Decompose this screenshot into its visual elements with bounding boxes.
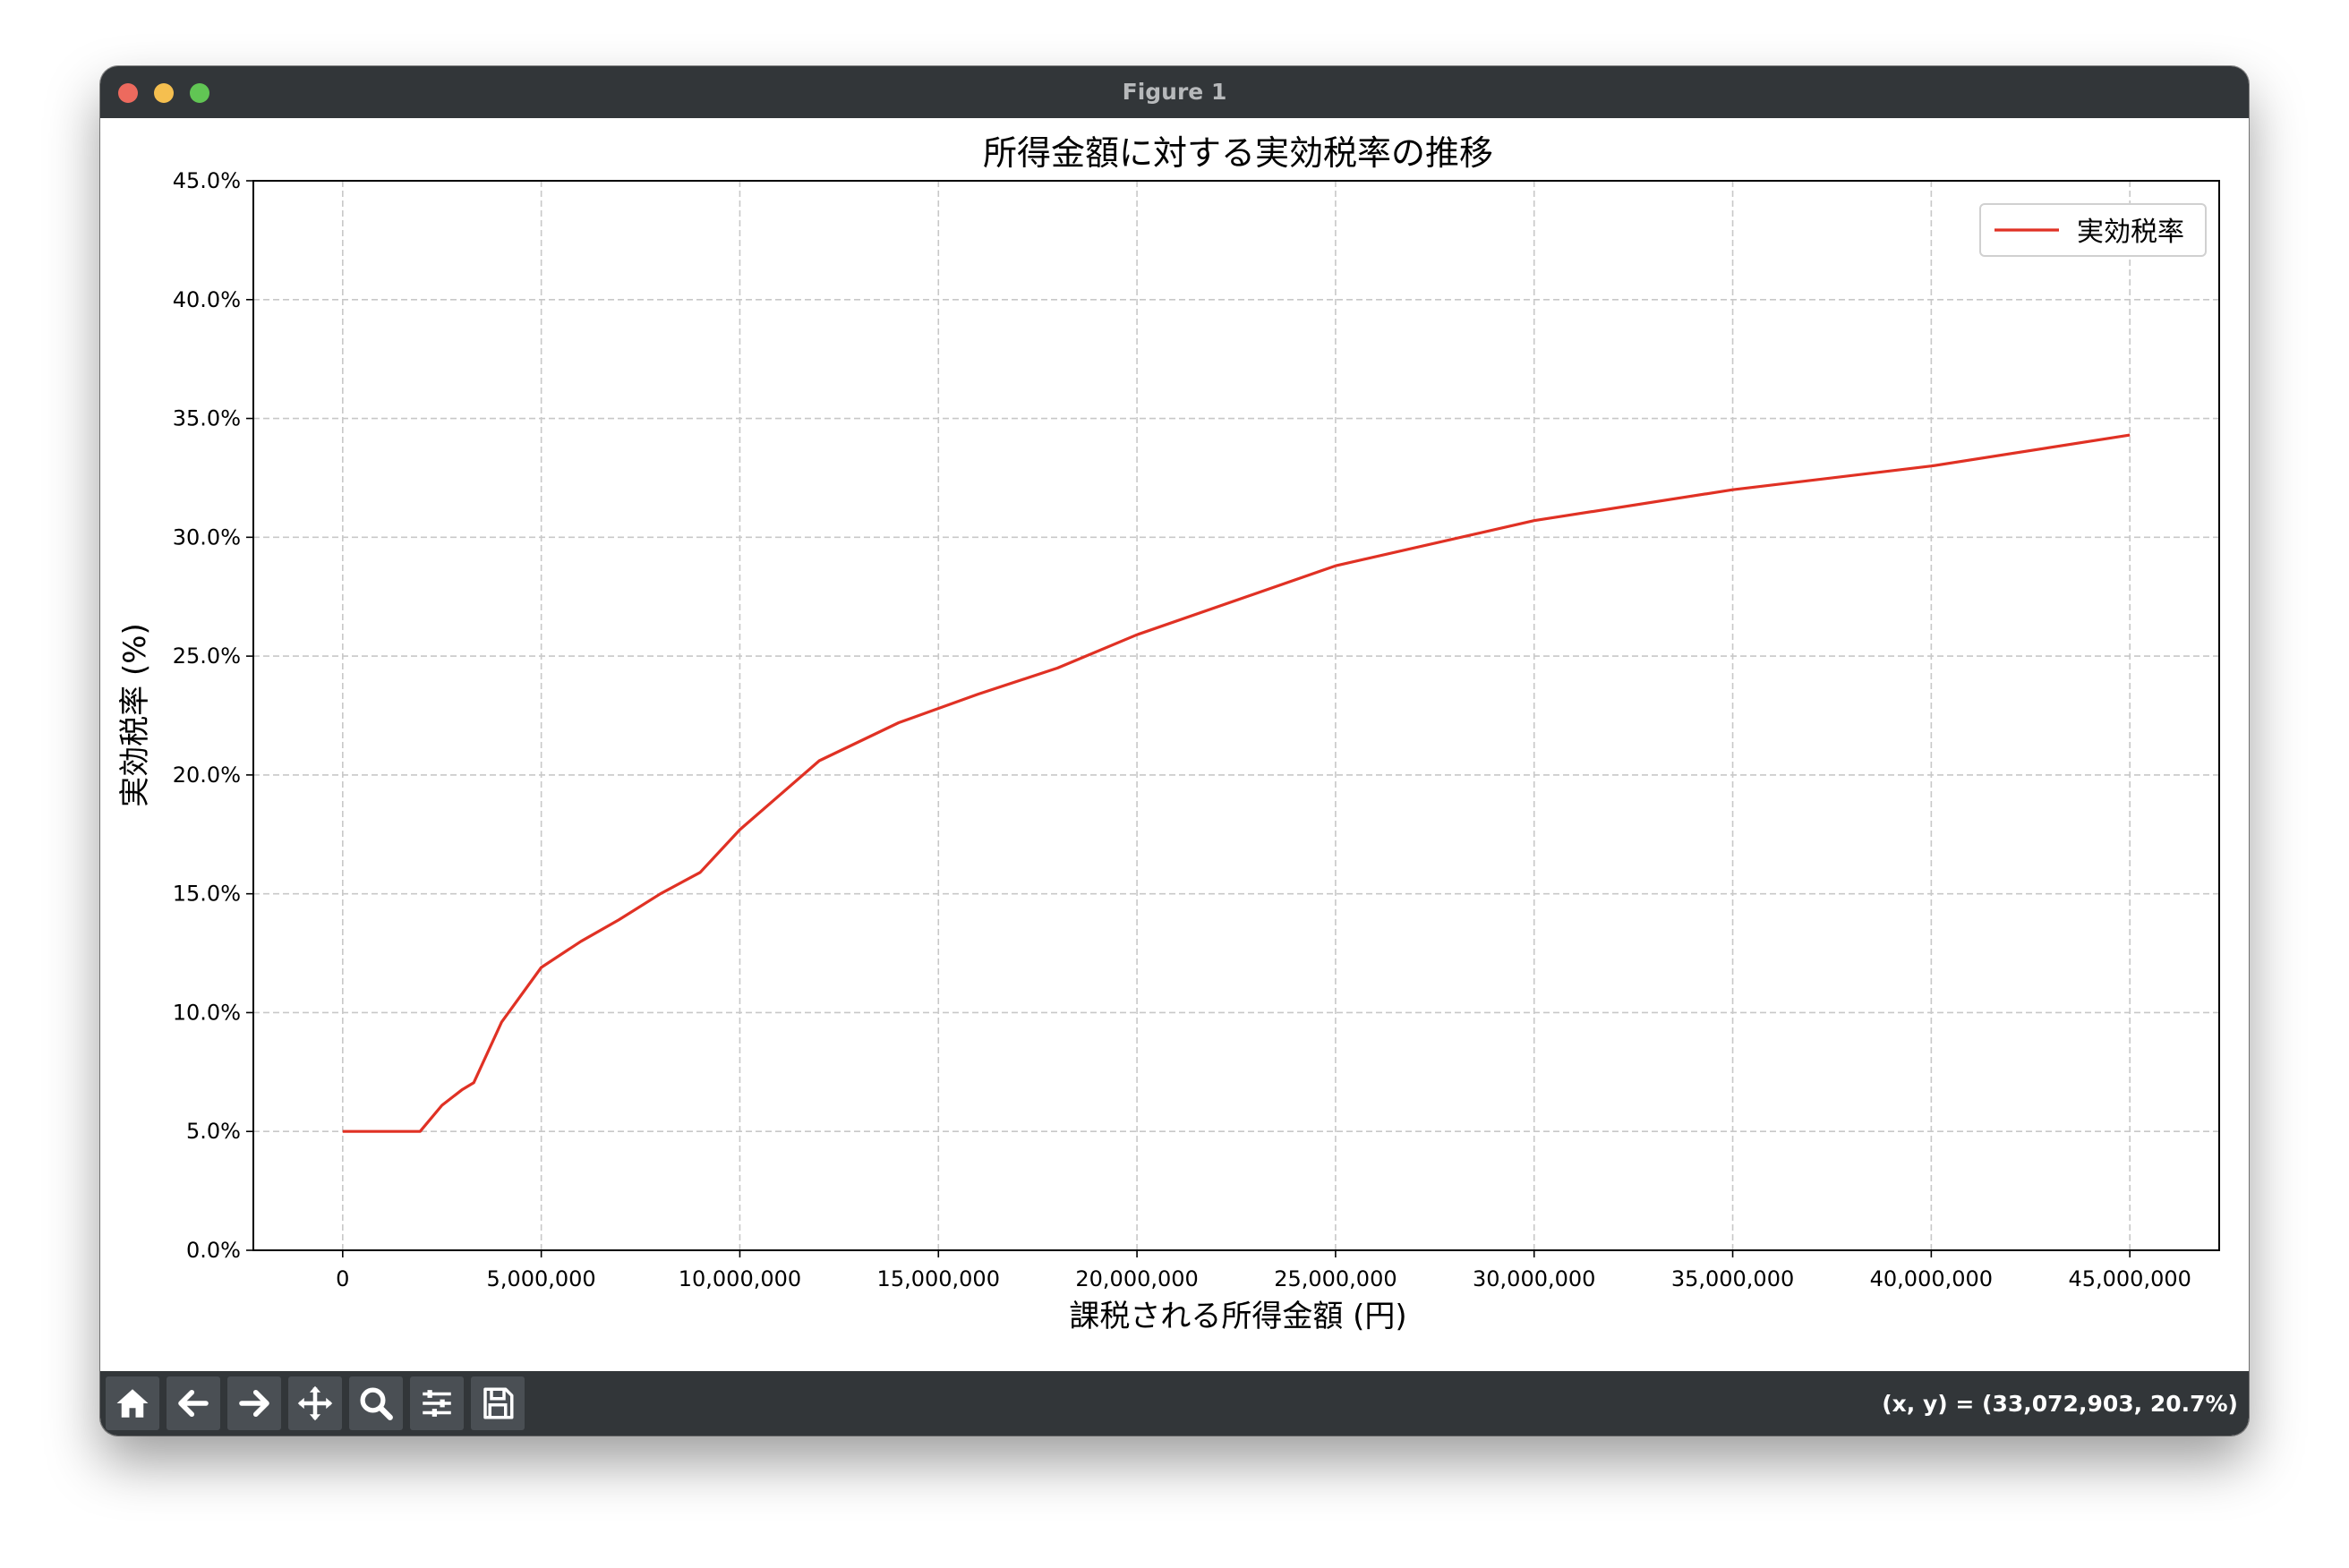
x-tick-label: 5,000,000 [487, 1266, 596, 1291]
arrow-right-icon [239, 1389, 269, 1418]
cursor-coordinates: (x, y) = (33,072,903, 20.7%) [1882, 1391, 2238, 1417]
x-tick-label: 0 [336, 1266, 349, 1291]
y-tick-label: 25.0% [173, 643, 241, 669]
title-bar: Figure 1 [100, 66, 2249, 118]
forward-button[interactable] [227, 1376, 281, 1430]
x-tick-label: 35,000,000 [1671, 1266, 1794, 1291]
home-button[interactable] [106, 1376, 159, 1430]
figure-canvas[interactable]: 所得金額に対する実効税率の推移 0 5,000,000 10,000,000 15,0… [100, 118, 2249, 1436]
legend: 実効税率 [1979, 203, 2207, 257]
legend-label: 実効税率 [2077, 217, 2184, 248]
y-axis-ticks: 0.0% 5.0% 10.0% 15.0% 20.0% 25.0% 30.0% 35.0% 40… [173, 168, 253, 1263]
maximize-window-button[interactable] [190, 83, 209, 103]
plot-frame [252, 180, 2220, 1251]
chart-title: 所得金額に対する実効税率の推移 [983, 133, 1493, 173]
legend-box [1979, 203, 2207, 257]
close-window-button[interactable] [118, 83, 138, 103]
sliders-icon [423, 1390, 451, 1417]
minimize-window-button[interactable] [154, 83, 174, 103]
zoom-button[interactable] [349, 1376, 403, 1430]
y-tick-label: 5.0% [186, 1119, 241, 1144]
grid-lines [253, 181, 2219, 1250]
x-tick-label: 40,000,000 [1870, 1266, 1993, 1291]
x-tick-label: 10,000,000 [679, 1266, 801, 1291]
pan-button[interactable] [288, 1376, 342, 1430]
x-tick-label: 30,000,000 [1473, 1266, 1595, 1291]
home-icon [116, 1389, 149, 1418]
y-tick-label: 35.0% [173, 406, 241, 431]
arrow-left-icon [178, 1389, 209, 1418]
navigation-toolbar: (x, y) = (33,072,903, 20.7%) [100, 1371, 2249, 1436]
series-line-effective-tax-rate [342, 433, 2131, 1133]
line-chart[interactable]: 所得金額に対する実効税率の推移 0 5,000,000 10,000,000 15,0… [100, 118, 2249, 1436]
figure-window: Figure 1 所得金額に対する実効税率の推移 0 5,000,000 10,00… [100, 66, 2249, 1436]
x-axis-label: 課税される所得金額 (円) [1069, 1299, 1406, 1334]
window-title: Figure 1 [1122, 79, 1227, 105]
x-tick-label: 15,000,000 [877, 1266, 1000, 1291]
y-tick-label: 20.0% [173, 763, 241, 788]
x-tick-label: 20,000,000 [1075, 1266, 1198, 1291]
y-tick-label: 10.0% [173, 1000, 241, 1025]
move-icon [297, 1385, 333, 1421]
configure-subplots-button[interactable] [410, 1376, 464, 1430]
magnifier-icon [360, 1387, 393, 1420]
y-tick-label: 0.0% [186, 1238, 241, 1263]
y-tick-label: 30.0% [173, 524, 241, 550]
x-axis-ticks: 0 5,000,000 10,000,000 15,000,000 20,000,000… [336, 1250, 2191, 1291]
y-tick-label: 15.0% [173, 882, 241, 907]
x-tick-label: 45,000,000 [2068, 1266, 2191, 1291]
x-tick-label: 25,000,000 [1274, 1266, 1397, 1291]
y-tick-label: 45.0% [173, 168, 241, 193]
floppy-disk-icon [483, 1387, 514, 1419]
back-button[interactable] [167, 1376, 220, 1430]
save-button[interactable] [471, 1376, 525, 1430]
y-tick-label: 40.0% [173, 287, 241, 312]
y-axis-label: 実効税率 (%) [117, 623, 153, 807]
